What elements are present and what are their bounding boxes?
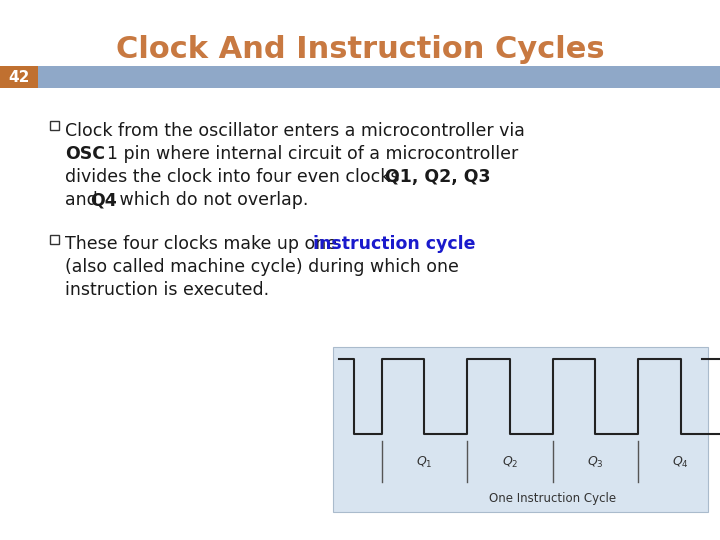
Text: $Q_4$: $Q_4$ [672, 455, 689, 470]
Text: $Q_2$: $Q_2$ [502, 455, 518, 470]
Text: 1 pin where internal circuit of a microcontroller: 1 pin where internal circuit of a microc… [107, 145, 518, 163]
Text: instruction cycle: instruction cycle [313, 235, 475, 253]
Bar [0, 66, 720, 88]
Text: 42: 42 [9, 70, 30, 84]
Text: (also called machine cycle) during which one: (also called machine cycle) during which… [65, 258, 459, 276]
Text: $Q_1$: $Q_1$ [416, 455, 433, 470]
Text: These four clocks make up one: These four clocks make up one [65, 235, 343, 253]
Text: divides the clock into four even clocks: divides the clock into four even clocks [65, 168, 405, 186]
Text: Q4: Q4 [90, 191, 117, 209]
Text: Q1, Q2, Q3: Q1, Q2, Q3 [385, 168, 490, 186]
Text: which do not overlap.: which do not overlap. [114, 191, 308, 209]
Bar [333, 347, 708, 512]
Text: Clock And Instruction Cycles: Clock And Instruction Cycles [116, 36, 604, 64]
Text: instruction is executed.: instruction is executed. [65, 281, 269, 299]
Bar [0, 66, 38, 88]
Text: and: and [65, 191, 103, 209]
Text: One Instruction Cycle: One Instruction Cycle [489, 492, 616, 505]
Bar [50, 121, 59, 130]
Text: OSC: OSC [65, 145, 105, 163]
Bar [50, 235, 59, 244]
Text: Clock from the oscillator enters a microcontroller via: Clock from the oscillator enters a micro… [65, 122, 525, 140]
Text: $Q_3$: $Q_3$ [587, 455, 603, 470]
